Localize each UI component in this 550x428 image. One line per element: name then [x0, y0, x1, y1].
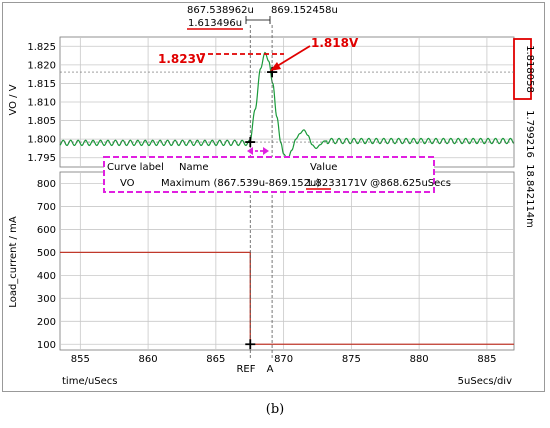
current-y-tick-label: 500 — [37, 248, 56, 259]
current-y-tick-label: 800 — [37, 179, 56, 190]
vo-y-tick-label: 1.810 — [27, 98, 56, 109]
x-axis-label: time/uSecs — [62, 376, 118, 387]
vo-y-tick-label: 1.820 — [27, 60, 56, 71]
delta-value: 18.842114m — [524, 164, 535, 228]
ref-cursor-time: 867.538962u — [187, 5, 254, 16]
delta-time: 1.613496u — [188, 18, 242, 29]
table-row-name: Maximum (867.539u-869.152u) — [161, 178, 320, 189]
a-cursor-time: 869.152458u — [271, 5, 338, 16]
table-header-name: Name — [179, 162, 209, 173]
ref-cursor-label: REF — [236, 364, 255, 375]
table-row-value: 1.8233171V @868.625uSecs — [306, 178, 451, 189]
ref-cursor-marker — [245, 137, 256, 148]
delta-arrow-left — [247, 147, 253, 155]
vo-y-tick-label: 1.825 — [27, 42, 56, 53]
figure-caption: (b) — [265, 402, 285, 417]
vo-y-tick-label: 1.815 — [27, 79, 56, 90]
current-y-tick-label: 300 — [37, 294, 56, 305]
current-y-tick-label: 200 — [37, 317, 56, 328]
x-tick-label: 885 — [477, 354, 496, 365]
current-y-tick-label: 100 — [37, 340, 56, 351]
x-tick-label: 875 — [342, 354, 361, 365]
current-y-tick-label: 600 — [37, 225, 56, 236]
current-series-line — [60, 251, 514, 345]
peak-annotation: 1.823V — [158, 52, 206, 66]
current-ylabel: Load_current / mA — [8, 216, 19, 308]
x-tick-label: 860 — [139, 354, 158, 365]
table-row-curve: VO — [120, 178, 135, 189]
x-tick-label: 880 — [410, 354, 429, 365]
vo-y-tick-label: 1.805 — [27, 116, 56, 127]
cursor-annotation-arrow — [273, 45, 311, 69]
cursor-annotation: 1.818V — [311, 36, 359, 50]
x-tick-label: 865 — [206, 354, 225, 365]
ref-value: 1.799216 — [524, 110, 535, 158]
table-header-curve: Curve label — [107, 162, 164, 173]
measurement-box — [103, 156, 435, 193]
a-value: 1.818058 — [524, 45, 535, 93]
vo-y-tick-label: 1.795 — [27, 153, 56, 164]
current-y-tick-label: 700 — [37, 202, 56, 213]
a-value-box — [513, 38, 532, 100]
table-row-value-highlight: 1.823 — [306, 178, 335, 189]
vo-y-tick-label: 1.800 — [27, 135, 56, 146]
cursor-annotation-arrowhead — [270, 62, 281, 71]
x-tick-label: 870 — [274, 354, 293, 365]
current-panel — [59, 171, 515, 351]
x-scale-label: 5uSecs/div — [458, 376, 512, 387]
ref-current-marker — [245, 339, 256, 350]
waveform-plot: 867.538962u 869.152458u 1.613496u 1.795 1… — [8, 5, 535, 387]
vo-ylabel: VO / V — [8, 84, 19, 115]
a-cursor-label: A — [267, 364, 274, 375]
x-tick-label: 855 — [71, 354, 90, 365]
delta-arrow-right — [263, 147, 269, 155]
table-header-value: Value — [310, 162, 337, 173]
table-row-value-rest: 3171V @868.625uSecs — [335, 178, 451, 189]
current-y-tick-label: 400 — [37, 271, 56, 282]
